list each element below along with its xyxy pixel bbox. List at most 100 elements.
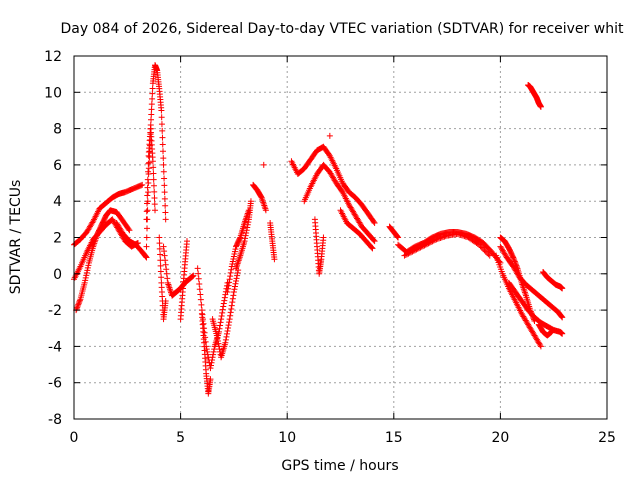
x-tick-label: 0: [70, 430, 79, 446]
data-point: [156, 245, 163, 252]
data-point: [145, 189, 152, 196]
data-point: [233, 263, 240, 270]
y-tick-label: -4: [48, 339, 62, 355]
data-point: [260, 199, 267, 206]
data-point: [215, 340, 222, 347]
data-point: [320, 234, 327, 241]
data-point: [521, 287, 528, 294]
data-point: [219, 309, 226, 316]
data-point: [512, 261, 519, 268]
data-point: [233, 275, 240, 282]
data-point: [409, 248, 416, 255]
data-point: [229, 299, 236, 306]
data-point: [218, 312, 225, 319]
data-point: [159, 134, 166, 141]
data-point: [147, 136, 154, 143]
y-tick-label: 8: [53, 122, 62, 138]
data-point: [521, 289, 528, 296]
data-point: [148, 101, 155, 108]
data-point: [195, 270, 202, 277]
data-point: [530, 315, 537, 322]
chart-title: Day 084 of 2026, Sidereal Day-to-day VTE…: [61, 21, 624, 37]
data-point: [217, 319, 224, 326]
data-point: [161, 195, 168, 202]
data-point: [222, 336, 229, 343]
data-point: [236, 254, 243, 261]
data-point: [393, 233, 400, 240]
data-point: [235, 257, 242, 264]
data-point: [223, 333, 230, 340]
data-point: [226, 319, 233, 326]
data-point: [142, 253, 149, 260]
x-tick-label: 10: [278, 430, 296, 446]
data-point: [144, 176, 151, 183]
data-point: [209, 354, 216, 361]
data-point: [162, 261, 169, 268]
data-point: [75, 301, 82, 308]
data-point: [161, 189, 168, 196]
data-point: [243, 229, 250, 236]
data-point: [195, 275, 202, 282]
data-points: [71, 62, 566, 397]
data-point: [143, 234, 150, 241]
data-point: [421, 242, 428, 249]
data-point: [226, 279, 233, 286]
data-point: [200, 320, 207, 327]
data-point: [370, 237, 377, 244]
data-point: [221, 297, 228, 304]
data-point: [160, 168, 167, 175]
data-point: [162, 298, 169, 305]
data-point: [424, 241, 431, 248]
data-point: [196, 286, 203, 293]
data-point: [148, 116, 155, 123]
data-point: [262, 207, 269, 214]
data-point: [510, 254, 517, 261]
data-point: [214, 335, 221, 342]
data-point: [230, 288, 237, 295]
data-point: [511, 257, 518, 264]
data-point: [236, 255, 243, 262]
data-point: [232, 280, 239, 287]
data-point: [165, 283, 172, 290]
y-axis-label: SDTVAR / TECUs: [8, 180, 24, 295]
y-tick-label: 10: [44, 85, 62, 101]
data-point: [528, 311, 535, 318]
data-point: [76, 298, 83, 305]
data-point: [481, 247, 488, 254]
data-point: [261, 204, 268, 211]
data-point: [548, 328, 555, 335]
data-point: [162, 209, 169, 216]
data-point: [160, 161, 167, 168]
data-point: [414, 245, 421, 252]
data-point: [224, 288, 231, 295]
data-point: [218, 316, 225, 323]
data-point: [201, 329, 208, 336]
data-point: [244, 224, 251, 231]
x-tick-label: 15: [385, 430, 403, 446]
data-point: [430, 237, 437, 244]
data-point: [76, 297, 83, 304]
data-point: [74, 304, 81, 311]
data-point: [478, 244, 485, 251]
data-point: [194, 265, 201, 272]
data-point: [226, 316, 233, 323]
data-point: [74, 303, 81, 310]
data-point: [530, 316, 537, 323]
y-tick-label: -2: [48, 303, 62, 319]
data-point: [227, 273, 234, 280]
data-point: [164, 275, 171, 282]
data-point: [368, 244, 375, 251]
data-point: [149, 158, 156, 165]
data-point: [160, 243, 167, 250]
data-point: [537, 343, 544, 350]
data-point: [161, 248, 168, 255]
data-point: [165, 281, 172, 288]
data-point: [476, 241, 483, 248]
data-point: [151, 188, 158, 195]
data-point: [559, 285, 566, 292]
data-point: [271, 256, 278, 263]
data-point: [236, 235, 243, 242]
data-point: [245, 219, 252, 226]
data-point: [369, 245, 376, 252]
data-point: [413, 246, 420, 253]
